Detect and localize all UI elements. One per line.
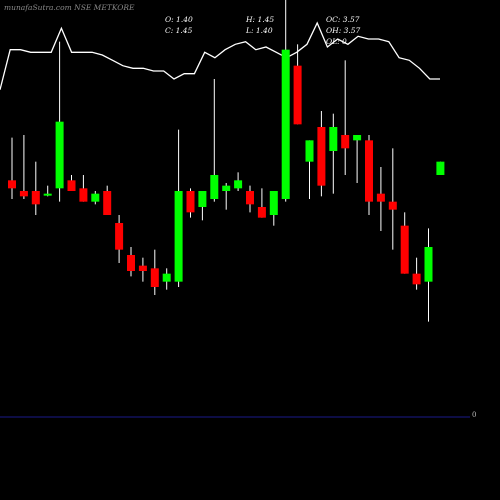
candle-body	[269, 191, 278, 215]
candle-body	[353, 135, 362, 141]
candle-body	[365, 140, 373, 202]
open-close-label: OC: 3.57	[326, 15, 360, 24]
price-line	[0, 21, 440, 90]
candle-body	[341, 135, 350, 149]
candle-body	[246, 191, 254, 205]
candle-body	[198, 191, 207, 207]
x-axis-tick-label: 0	[472, 411, 477, 419]
watermark-title: munafaSutra.com NSE METKORE	[4, 3, 135, 12]
candle-body	[186, 191, 195, 213]
candle-body	[388, 201, 397, 210]
candle-body	[127, 255, 135, 271]
candle-body	[281, 49, 290, 199]
candle-body	[31, 191, 40, 205]
open-low-label: OL: 0	[326, 37, 347, 46]
candle-body	[376, 193, 385, 202]
candle-body	[174, 191, 183, 282]
candle-body	[19, 191, 28, 197]
candle-body	[67, 180, 76, 191]
candle-body	[234, 180, 243, 189]
price-line-series	[0, 21, 440, 90]
candle-body	[329, 127, 338, 151]
candle-body	[305, 140, 314, 162]
candle-body	[8, 180, 16, 189]
close-label: C: 1.45	[165, 26, 193, 35]
candle-body	[162, 273, 171, 282]
candle-body	[138, 265, 147, 271]
candle-body	[424, 247, 433, 282]
candle-body	[210, 175, 219, 199]
candle-body	[317, 127, 326, 186]
candle-body	[257, 207, 266, 218]
open-label: O: 1.40	[165, 15, 193, 24]
candle-body	[436, 161, 445, 175]
candles	[8, 0, 445, 322]
candle-body	[79, 188, 88, 202]
candle-body	[91, 193, 100, 202]
high-label: H: 1.45	[246, 15, 275, 24]
candle-body	[43, 193, 52, 196]
candle-body	[55, 121, 64, 189]
candle-body	[103, 191, 112, 215]
candle-body	[115, 223, 124, 250]
candle-body	[293, 65, 302, 125]
candle-body	[400, 225, 409, 274]
candle-body	[222, 185, 231, 191]
candle-body	[150, 268, 159, 287]
open-high-label: OH: 3.57	[326, 26, 361, 35]
candle-body	[412, 273, 421, 285]
low-label: L: 1.40	[246, 26, 273, 35]
